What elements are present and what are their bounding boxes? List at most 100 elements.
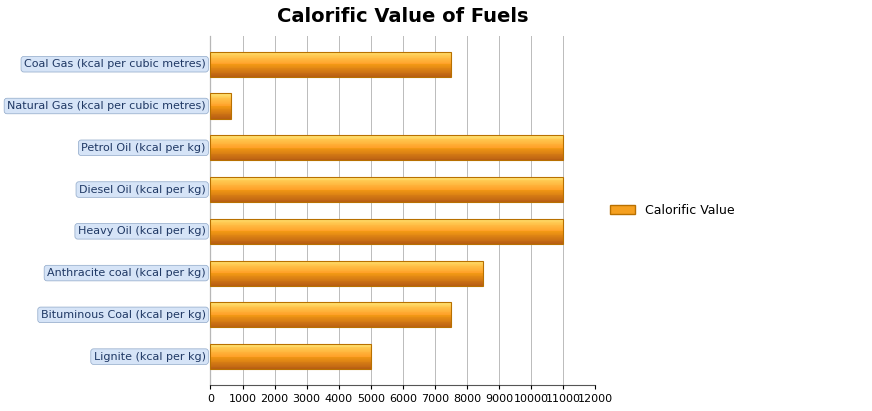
Bar	[210, 157, 563, 158]
Bar	[210, 316, 451, 317]
Bar	[210, 97, 230, 98]
Bar	[210, 154, 563, 155]
Bar	[210, 325, 451, 326]
Bar	[210, 362, 371, 363]
Bar	[210, 219, 563, 244]
Bar	[210, 105, 230, 106]
Bar	[210, 220, 563, 221]
Bar	[210, 355, 371, 356]
Bar	[210, 230, 563, 231]
Bar	[210, 104, 230, 105]
Bar	[210, 305, 451, 306]
Bar	[210, 59, 451, 60]
Bar	[210, 221, 563, 222]
Bar	[210, 354, 371, 355]
Bar	[210, 261, 483, 262]
Bar	[210, 144, 563, 145]
Bar	[210, 63, 451, 64]
Legend: Calorific Value: Calorific Value	[605, 199, 740, 222]
Bar	[210, 319, 451, 320]
Bar	[210, 361, 371, 362]
Bar	[210, 67, 451, 68]
Bar	[210, 311, 451, 312]
Bar	[210, 238, 563, 239]
Bar	[210, 109, 230, 110]
Bar	[210, 75, 451, 76]
Bar	[210, 265, 483, 266]
Bar	[210, 345, 371, 346]
Bar	[210, 224, 563, 225]
Bar	[210, 353, 371, 354]
Bar	[210, 178, 563, 179]
Bar	[210, 240, 563, 241]
Bar	[210, 195, 563, 196]
Bar	[210, 55, 451, 56]
Bar	[210, 180, 563, 181]
Bar	[210, 71, 451, 72]
Bar	[210, 113, 230, 114]
Bar	[210, 179, 563, 180]
Bar	[210, 280, 483, 281]
Bar	[210, 111, 230, 112]
Title: Calorific Value of Fuels: Calorific Value of Fuels	[277, 7, 528, 26]
Bar	[210, 262, 483, 263]
Bar	[210, 227, 563, 228]
Bar	[210, 236, 563, 237]
Bar	[210, 52, 451, 77]
Bar	[210, 200, 563, 201]
Bar	[210, 65, 451, 66]
Bar	[210, 146, 563, 147]
Bar	[210, 102, 230, 103]
Bar	[210, 235, 563, 236]
Bar	[210, 307, 451, 308]
Bar	[210, 112, 230, 113]
Bar	[210, 308, 451, 309]
Bar	[210, 360, 371, 361]
Bar	[210, 283, 483, 284]
Bar	[210, 281, 483, 282]
Bar	[210, 197, 563, 198]
Bar	[210, 314, 451, 315]
Bar	[210, 233, 563, 234]
Bar	[210, 156, 563, 157]
Bar	[210, 359, 371, 360]
Bar	[210, 326, 451, 327]
Bar	[210, 350, 371, 351]
Bar	[210, 241, 563, 242]
Bar	[210, 352, 371, 353]
Bar	[210, 269, 483, 270]
Bar	[210, 98, 230, 99]
Bar	[210, 277, 483, 278]
Bar	[210, 285, 483, 286]
Bar	[210, 242, 563, 243]
Bar	[210, 183, 563, 184]
Bar	[210, 186, 563, 187]
Bar	[210, 155, 563, 156]
Bar	[210, 60, 451, 61]
Bar	[210, 226, 563, 227]
Bar	[210, 323, 451, 324]
Bar	[210, 191, 563, 192]
Bar	[210, 366, 371, 367]
Bar	[210, 317, 451, 318]
Bar	[210, 177, 563, 178]
Bar	[210, 184, 563, 185]
Bar	[210, 357, 371, 358]
Bar	[210, 321, 451, 322]
Bar	[210, 158, 563, 159]
Bar	[210, 199, 563, 200]
Bar	[210, 194, 563, 195]
Bar	[210, 182, 563, 183]
Bar	[210, 58, 451, 59]
Bar	[210, 275, 483, 276]
Bar	[210, 142, 563, 143]
Bar	[210, 103, 230, 104]
Bar	[210, 223, 563, 224]
Bar	[210, 261, 483, 286]
Bar	[210, 318, 451, 319]
Bar	[210, 138, 563, 139]
Bar	[210, 222, 563, 223]
Bar	[210, 190, 563, 191]
Bar	[210, 61, 451, 62]
Bar	[210, 147, 563, 148]
